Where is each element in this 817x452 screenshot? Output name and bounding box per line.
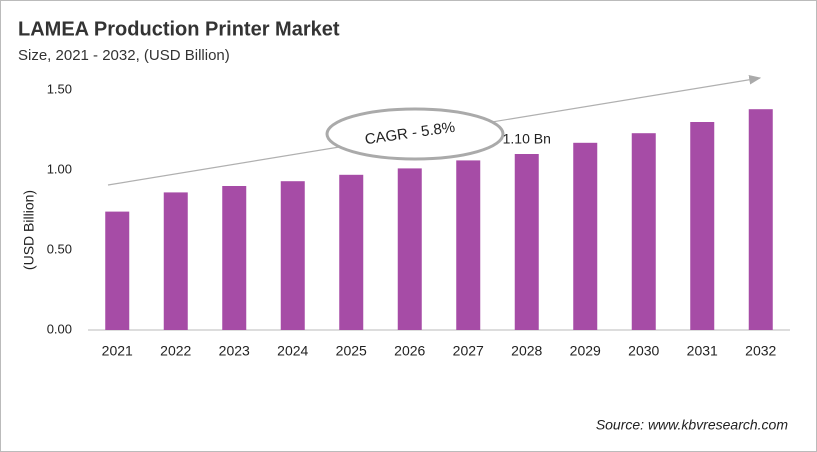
bar <box>105 211 130 330</box>
x-tick-label: 2032 <box>745 343 776 359</box>
chart-subtitle: Size, 2021 - 2032, (USD Billion) <box>18 47 230 64</box>
x-tick-label: 2022 <box>160 343 191 359</box>
cagr-ellipse <box>325 107 505 161</box>
x-tick-label: 2030 <box>628 343 659 359</box>
bar <box>163 192 188 330</box>
x-tick-label: 2027 <box>453 343 484 359</box>
y-tick-label: 0.50 <box>47 241 72 256</box>
x-tick-label: 2026 <box>394 343 425 359</box>
x-tick-label: 2021 <box>102 343 133 359</box>
x-tick-label: 2028 <box>511 343 542 359</box>
y-tick-label: 1.00 <box>47 161 72 176</box>
chart-title: LAMEA Production Printer Market <box>18 18 340 40</box>
x-tick-label: 2031 <box>687 343 718 359</box>
bar <box>690 122 715 330</box>
x-tick-label: 2023 <box>219 343 250 359</box>
y-tick-label: 0.00 <box>47 321 72 336</box>
bar <box>339 174 364 330</box>
y-axis-label: (USD Billion) <box>21 190 37 270</box>
x-tick-label: 2025 <box>336 343 367 359</box>
bar <box>397 168 422 330</box>
bar <box>222 186 247 330</box>
value-label: 1.10 Bn <box>503 131 551 147</box>
x-tick-label: 2024 <box>277 343 308 359</box>
x-tick-label: 2029 <box>570 343 601 359</box>
source: Source: www.kbvresearch.com <box>596 417 789 433</box>
y-tick-label: 1.50 <box>47 81 72 96</box>
bar <box>573 142 598 330</box>
bar <box>514 154 539 330</box>
bar <box>456 160 481 330</box>
bar <box>748 109 773 330</box>
bar <box>280 181 305 330</box>
bar <box>631 133 656 330</box>
